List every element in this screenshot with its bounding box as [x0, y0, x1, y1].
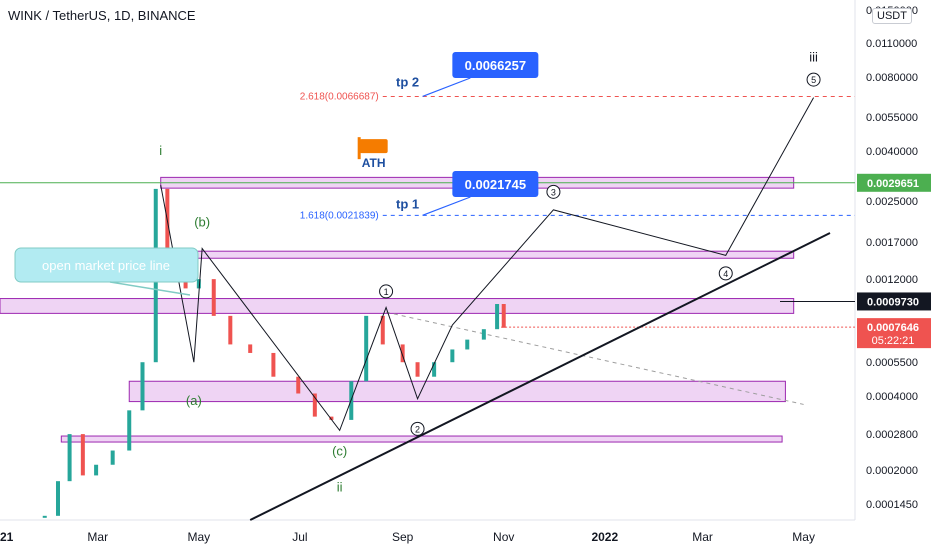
candle-19 — [329, 416, 334, 420]
candle-2 — [67, 434, 72, 482]
chart-title: WINK / TetherUS, 1D, BINANCE — [8, 8, 196, 23]
candle-5 — [110, 450, 115, 465]
zone-resist — [185, 250, 795, 259]
x-tick-5: Nov — [493, 530, 514, 544]
wave-iii-label: iii — [809, 50, 818, 65]
open-market-pointer — [109, 281, 191, 296]
y-tick-12: 0.0002000 — [866, 465, 918, 477]
x-tick-0: 2021 — [0, 530, 14, 544]
candle-18 — [312, 393, 317, 417]
y-tick-7: 0.0012000 — [866, 274, 918, 286]
tp2-callout-text: 0.0066257 — [465, 58, 526, 73]
tp1-callout-box — [452, 171, 539, 197]
candle-13 — [211, 279, 216, 316]
candle-21 — [364, 315, 369, 382]
wave-c-label: (c) — [332, 443, 347, 458]
tp1-label: tp 1 — [396, 196, 419, 211]
price-badge-red-bg — [857, 318, 931, 349]
wave-path — [160, 97, 815, 432]
wave-1-label-circle — [379, 284, 394, 299]
y-tick-10: 0.0004000 — [866, 391, 918, 403]
candle-4 — [94, 464, 99, 476]
currency-selector[interactable]: USDT — [872, 8, 912, 24]
y-tick-2: 0.0080000 — [866, 72, 918, 84]
open-market-callout-box — [14, 247, 199, 283]
wave-i-label: i — [159, 143, 162, 158]
price-badge-red: 0.0007646 — [867, 322, 919, 334]
fib-2618-label: 2.618(0.0066687) — [300, 91, 379, 102]
wave-5-label-circle — [806, 72, 821, 87]
price-badge-green: 0.0029651 — [867, 178, 919, 190]
zone-support_c — [60, 435, 783, 443]
candle-15 — [248, 344, 253, 353]
flag-pole-icon — [357, 137, 361, 160]
x-tick-7: Mar — [692, 530, 713, 544]
candle-12 — [196, 279, 201, 289]
candle-29 — [495, 304, 500, 330]
y-tick-5: 0.0025000 — [866, 196, 918, 208]
wave-3-label-circle — [546, 184, 561, 199]
y-tick-13: 0.0001450 — [866, 499, 918, 511]
x-tick-8: May — [792, 530, 815, 544]
wave-2-label: 2 — [415, 424, 420, 434]
candle-22 — [380, 315, 385, 345]
wave-5-label: 5 — [811, 75, 816, 85]
price-badge-green-bg — [857, 173, 931, 192]
candle-6 — [127, 410, 132, 451]
flag-icon — [359, 139, 388, 154]
open-market-callout-text: open market price line — [42, 258, 170, 273]
tp2-label: tp 2 — [396, 74, 419, 89]
zone-support_a — [128, 380, 786, 403]
candle-27 — [465, 339, 470, 350]
wave-2-label-circle — [410, 421, 425, 436]
fib-1618-label: 1.618(0.0021839) — [300, 210, 379, 221]
wave-4-label-circle — [718, 266, 733, 281]
y-tick-6: 0.0017000 — [866, 237, 918, 249]
x-tick-4: Sep — [392, 530, 414, 544]
candle-23 — [400, 344, 405, 363]
wave-ii-label: ii — [337, 479, 343, 494]
candle-28 — [481, 329, 486, 340]
x-tick-1: Mar — [87, 530, 108, 544]
candle-1 — [55, 481, 60, 516]
candle-26 — [450, 349, 455, 363]
x-tick-6: 2022 — [591, 530, 618, 544]
tp2-callout-box — [452, 52, 539, 78]
uptrend-line — [249, 232, 831, 521]
price-badge-black: 0.0009730 — [867, 296, 919, 308]
price-badge-black-bg — [857, 292, 931, 311]
tp2-callout-pointer — [422, 77, 471, 98]
candle-16 — [271, 352, 276, 377]
wave-b-label: (b) — [194, 214, 210, 229]
candle-17 — [296, 376, 301, 394]
y-tick-11: 0.0002800 — [866, 429, 918, 441]
y-tick-4: 0.0040000 — [866, 146, 918, 158]
y-tick-9: 0.0005500 — [866, 357, 918, 369]
x-tick-3: Jul — [292, 530, 307, 544]
price-scale — [855, 0, 932, 550]
wave-1-label: 1 — [384, 287, 389, 297]
tp1-callout-text: 0.0021745 — [465, 177, 526, 192]
wave-a-label: (a) — [186, 393, 202, 408]
wave-3-label: 3 — [551, 187, 556, 197]
candle-30 — [501, 304, 506, 328]
tp1-callout-pointer — [422, 196, 471, 216]
candle-25 — [432, 362, 437, 377]
y-tick-1: 0.0110000 — [866, 38, 917, 50]
ath-label: ATH — [362, 156, 386, 170]
x-tick-2: May — [188, 530, 211, 544]
candle-7 — [140, 362, 145, 411]
candle-24 — [415, 362, 420, 377]
candle-14 — [228, 315, 233, 345]
y-tick-3: 0.0055000 — [866, 112, 918, 124]
candle-0 — [42, 515, 47, 518]
wave-4-label: 4 — [723, 269, 728, 279]
candle-3 — [80, 434, 85, 476]
price-badge-countdown: 05:22:21 — [872, 335, 915, 347]
zone-open_market — [0, 298, 795, 314]
